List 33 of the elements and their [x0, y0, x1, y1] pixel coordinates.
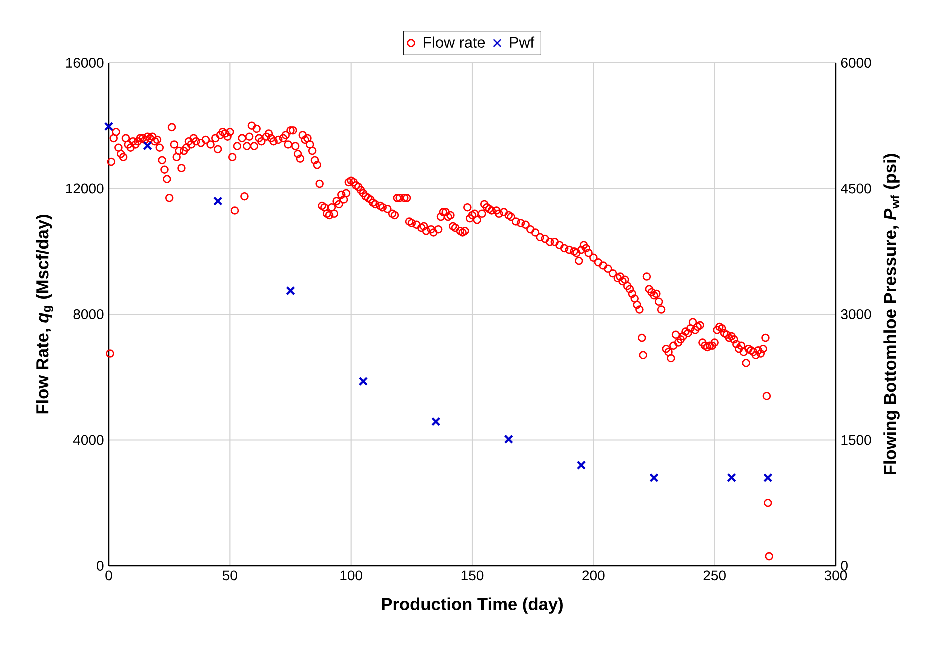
- y-tick-label: 8000: [74, 310, 104, 320]
- point: [763, 473, 773, 483]
- y2-tick-label: 1500: [842, 435, 872, 446]
- x-tick-label: 250: [704, 570, 726, 581]
- x-tick-label: 100: [340, 570, 362, 581]
- point: [143, 141, 152, 151]
- x-tick-label: 200: [582, 570, 605, 581]
- point: [213, 196, 223, 206]
- point: [576, 460, 586, 470]
- y-tick-label: 0: [97, 561, 104, 571]
- legend-label: Flow rate: [424, 36, 486, 48]
- y2-axis-title: Flowing Bottomhloe Pressure, P$_{wf}$ (psi): [884, 154, 900, 475]
- point: [358, 376, 368, 386]
- point: [432, 417, 441, 426]
- y2-tick-label: 3000: [841, 310, 872, 320]
- y-tick-label: 12000: [66, 184, 104, 194]
- legend-label: Pwf: [510, 36, 535, 48]
- y2-tick-label: 0: [841, 561, 848, 571]
- y-tick-label: 16000: [66, 58, 104, 68]
- x-tick-label: 50: [222, 570, 238, 581]
- x-tick-label: 150: [462, 570, 484, 581]
- point: [104, 122, 114, 132]
- point: [286, 286, 296, 296]
- x-tick-label: 0: [106, 570, 112, 581]
- y2-tick-label: 4500: [841, 184, 872, 194]
- point: [727, 473, 736, 483]
- x-tick-label: 300: [824, 570, 848, 581]
- point: [650, 473, 659, 483]
- point: [504, 434, 514, 444]
- y2-tick-label: 6000: [841, 58, 872, 68]
- y-axis-title: Flow Rate, q$_{g}$ (Mscf/day): [36, 215, 54, 414]
- x-axis-title: Production Time (day): [382, 598, 563, 614]
- y-tick-label: 4000: [73, 435, 104, 446]
